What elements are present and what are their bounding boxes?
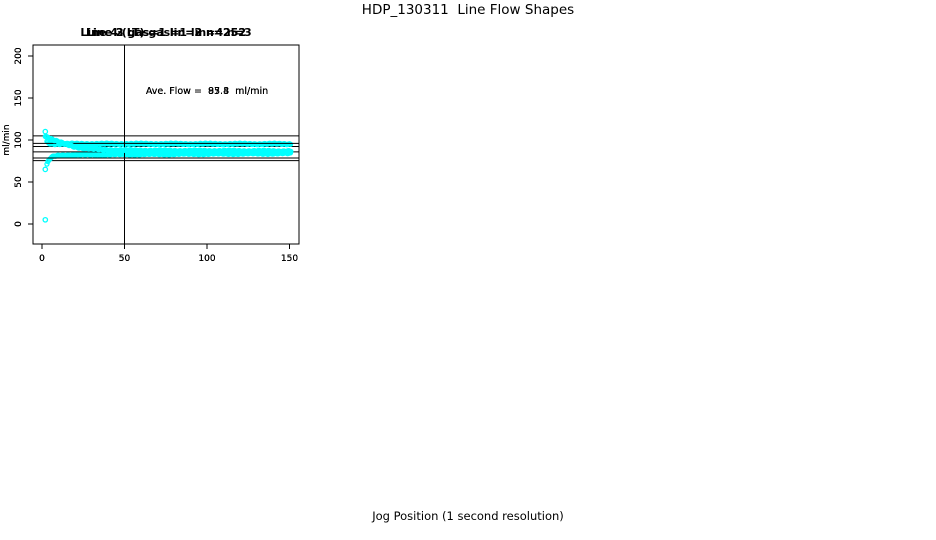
- x-tick-label: 0: [39, 254, 45, 264]
- x-tick-label: 100: [198, 254, 215, 264]
- y-tick-label: 100: [14, 131, 24, 148]
- y-tick-label: 0: [14, 221, 24, 227]
- x-tick-label: 50: [119, 254, 131, 264]
- panel-title: Line 4 (LT) gas=1 lin=4 n=3: [80, 26, 251, 39]
- y-tick-label: 150: [14, 89, 24, 106]
- y-tick-label: 200: [14, 47, 24, 64]
- x-tick-label: 0: [39, 254, 45, 264]
- y-tick-label: 0: [14, 221, 24, 227]
- panel-title: Line 3 gas=1 lin=3 n=252: [86, 26, 246, 39]
- y-tick-label: 150: [14, 89, 24, 106]
- outlier-point: [42, 216, 49, 223]
- x-tick-label: 100: [198, 254, 215, 264]
- y-axis-title: ml/min: [2, 124, 12, 155]
- y-tick-label: 0: [14, 221, 24, 227]
- y-tick-label: 150: [14, 89, 24, 106]
- x-tick-label: 50: [119, 254, 131, 264]
- y-tick-label: 50: [14, 176, 24, 188]
- outlier-point: [42, 128, 49, 135]
- panel-plot: Line 2 gas=1 lin=2 n=252 0 50 100 150 200 ml/m…: [2, 26, 300, 264]
- data-point: [287, 141, 294, 147]
- annotation-ave-flow: Ave. Flow = 87.3 ml/min: [146, 86, 268, 97]
- data-point: [288, 148, 294, 155]
- figure-title: HDP_130311 Line Flow Shapes: [361, 2, 575, 18]
- y-axis-title: ml/min: [2, 124, 12, 155]
- y-tick-label: 100: [14, 131, 24, 148]
- x-tick-label: 50: [119, 254, 131, 264]
- x-tick-label: 150: [281, 254, 298, 264]
- x-tick-label: 150: [281, 254, 298, 264]
- panel-line-4: Line 4 (LT) gas=1 lin=4 n=3 0 50 100 150 200 m…: [0, 0, 310, 270]
- y-axis-title: ml/min: [2, 124, 12, 155]
- panel-line-2: Line 2 gas=1 lin=2 n=252 0 50 100 150 200 ml/m…: [0, 0, 310, 270]
- y-tick-label: 50: [14, 176, 24, 188]
- panel-plot: Line 4 (LT) gas=1 lin=4 n=3 0 50 100 150 200 m…: [2, 26, 300, 264]
- x-tick-label: 100: [198, 254, 215, 264]
- x-tick-label: 150: [281, 254, 298, 264]
- annotation-ave-flow: Ave. Flow = 95.4 ml/min: [146, 86, 268, 97]
- annotation-ave-flow: Ave. Flow = 83.8 ml/min: [146, 86, 268, 97]
- x-tick-label: 0: [39, 254, 45, 264]
- y-tick-label: 200: [14, 47, 24, 64]
- plot-box: [32, 44, 300, 245]
- y-tick-label: 100: [14, 131, 24, 148]
- x-axis-label: Jog Position (1 second resolution): [372, 509, 564, 523]
- y-tick-label: 50: [14, 176, 24, 188]
- outlier-point: [42, 166, 49, 173]
- y-tick-label: 200: [14, 47, 24, 64]
- panel-title: Line 2 gas=1 lin=2 n=252: [86, 26, 246, 39]
- data-point: [44, 161, 50, 167]
- data-points: [42, 133, 294, 155]
